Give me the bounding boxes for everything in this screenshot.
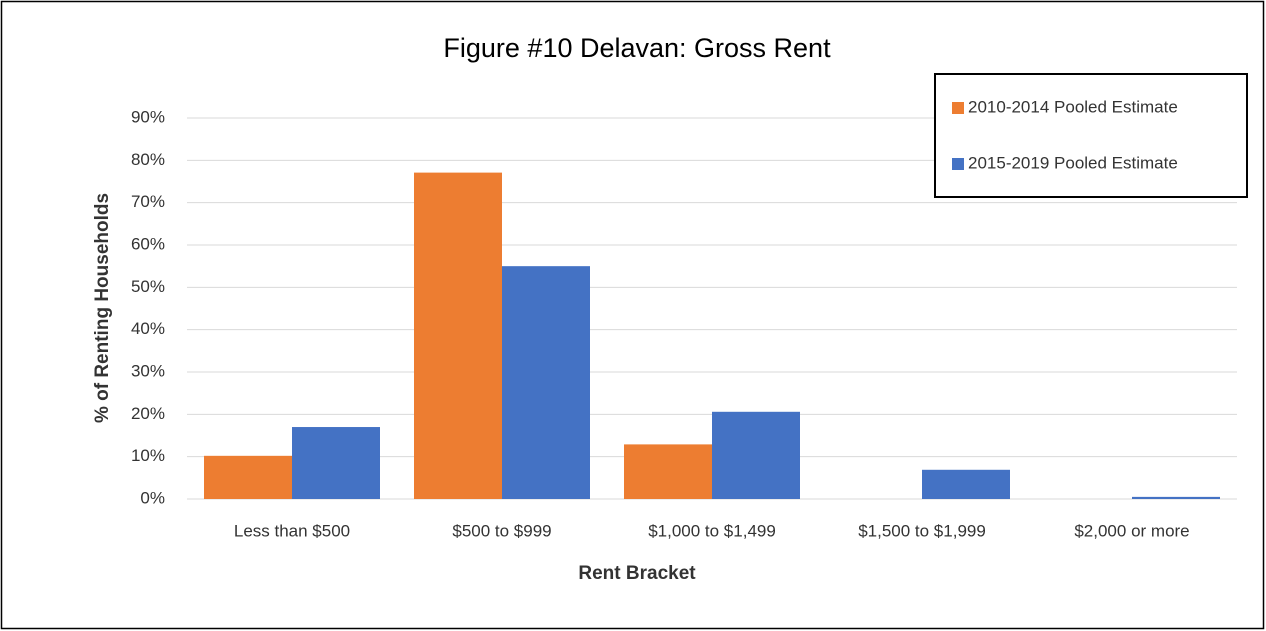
x-tick-label: $1,000 to $1,499 — [648, 521, 776, 540]
x-axis-label: Rent Bracket — [578, 563, 696, 584]
y-tick-label: 50% — [131, 277, 165, 296]
legend-swatch — [952, 158, 964, 170]
bar — [292, 427, 380, 499]
y-tick-label: 70% — [131, 192, 165, 211]
bar — [204, 455, 292, 499]
bar — [414, 172, 502, 500]
x-tick-label: $1,500 to $1,999 — [858, 521, 986, 540]
y-tick-label: 20% — [131, 404, 165, 423]
x-tick-label: $2,000 or more — [1074, 521, 1189, 540]
y-tick-label: 10% — [131, 446, 165, 465]
legend-label: 2010-2014 Pooled Estimate — [968, 97, 1178, 116]
x-tick-label: Less than $500 — [234, 521, 350, 540]
y-tick-label: 60% — [131, 234, 165, 253]
y-tick-label: 0% — [140, 488, 165, 507]
y-axis-label: % of Renting Households — [92, 193, 113, 423]
y-tick-label: 40% — [131, 319, 165, 338]
bar — [502, 266, 590, 499]
y-tick-label: 30% — [131, 361, 165, 380]
bar — [712, 411, 800, 499]
legend-label: 2015-2019 Pooled Estimate — [968, 153, 1178, 172]
bar — [624, 444, 712, 499]
y-tick-label: 80% — [131, 150, 165, 169]
legend-box — [934, 73, 1248, 198]
legend-swatch — [952, 102, 964, 114]
x-tick-label: $500 to $999 — [452, 521, 551, 540]
chart-title: Figure #10 Delavan: Gross Rent — [443, 33, 831, 63]
y-tick-label: 90% — [131, 107, 165, 126]
bar — [1132, 496, 1220, 499]
bar — [922, 469, 1010, 499]
